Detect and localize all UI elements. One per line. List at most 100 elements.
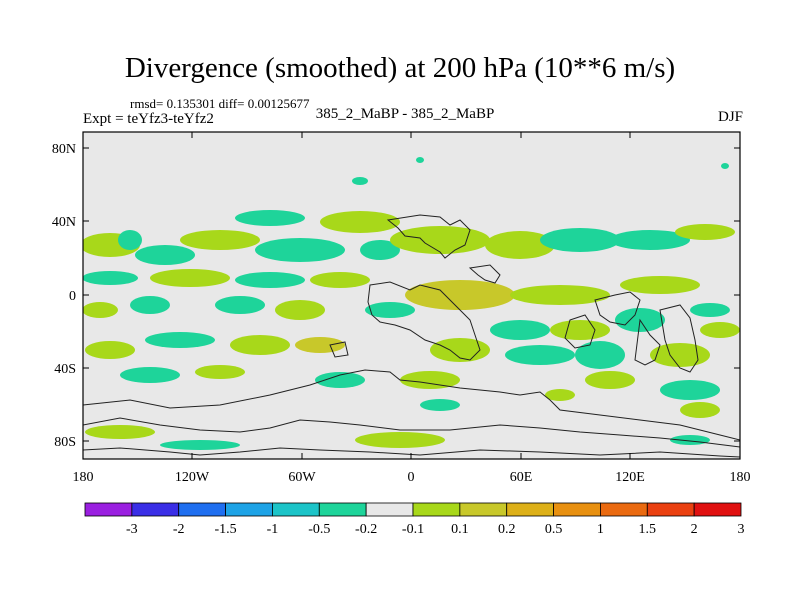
colorbar-label: 3 (738, 522, 745, 537)
y-axis-ticks (83, 147, 740, 442)
map-title: Divergence (smoothed) at 200 hPa (10**6 … (124, 52, 676, 84)
x-axis-labels: 180 120W 60W 0 60E 120E 180 (73, 470, 751, 485)
field-patch (610, 230, 690, 250)
field-patch (490, 320, 550, 340)
field-patch (85, 425, 155, 439)
field-patch (675, 224, 735, 240)
field-patch (355, 432, 445, 448)
field-patch (230, 335, 290, 355)
y-tick-label: 0 (69, 289, 76, 304)
field-patch (160, 440, 240, 450)
field-patch (405, 280, 515, 310)
field-patch (505, 345, 575, 365)
field-patch (83, 271, 138, 285)
colorbar-label: -0.1 (402, 522, 424, 537)
field-patch (360, 240, 400, 260)
field-patch (416, 157, 424, 163)
colorbar-box (178, 502, 226, 517)
field-patches (83, 157, 740, 450)
field-patch (430, 338, 490, 362)
colorbar-box (365, 502, 414, 517)
colorbar-box (553, 502, 601, 517)
colorbar-box (84, 502, 133, 517)
coastlines (83, 214, 740, 458)
field-patch (275, 300, 325, 320)
field-patch (310, 272, 370, 288)
field-patch (545, 389, 575, 401)
field-patch (660, 380, 720, 400)
field-patch (585, 371, 635, 389)
colorbar-box (693, 502, 742, 517)
colorbar-label: -0.2 (355, 522, 377, 537)
field-patch (510, 285, 610, 305)
colorbar-box (600, 502, 648, 517)
field-patch (575, 341, 625, 369)
colorbar-box (506, 502, 554, 517)
x-tick-label: 180 (730, 470, 751, 485)
field-patch (145, 332, 215, 348)
field-patch (130, 296, 170, 314)
colorbar-box (318, 502, 367, 517)
colorbar-box (646, 502, 695, 517)
field-patch (721, 163, 729, 169)
experiment-id: Expt = teYfz3-teYfz2 (83, 111, 214, 127)
colorbar-label: -1 (267, 522, 279, 537)
colorbar-label: 0.1 (451, 522, 469, 537)
field-patch (620, 276, 700, 294)
x-tick-label: 120E (615, 470, 645, 485)
field-patch (315, 372, 365, 388)
colorbar-box (131, 502, 180, 517)
field-patch (390, 226, 490, 254)
colorbar-label: 2 (691, 522, 698, 537)
field-patch (235, 272, 305, 288)
field-patch (85, 341, 135, 359)
field-patch (352, 177, 368, 185)
field-patch (135, 245, 195, 265)
x-tick-label: 0 (408, 470, 415, 485)
field-patch (120, 367, 180, 383)
field-patch (420, 399, 460, 411)
field-patch (540, 228, 620, 252)
colorbar-label: 0.5 (545, 522, 563, 537)
experiment-name: 385_2_MaBP - 385_2_MaBP (315, 106, 495, 122)
field-patch (650, 343, 710, 367)
field-patch (255, 238, 345, 262)
x-axis-ticks (82, 132, 741, 459)
field-patch (365, 302, 415, 318)
season-label: DJF (717, 109, 743, 125)
colorbar-label: -2 (173, 522, 185, 537)
field-patch (180, 230, 260, 250)
field-patch (83, 302, 118, 318)
field-patch (680, 402, 720, 418)
colorbar-label: -0.5 (308, 522, 330, 537)
colorbar-box (412, 502, 461, 517)
y-tick-label: 40N (52, 215, 76, 230)
colorbar-labels: -3 -2 -1.5 -1 -0.5 -0.2 -0.1 0.1 0.2 0.5 1 1.5 2 3 (126, 522, 744, 537)
colorbar-label: 1 (597, 522, 604, 537)
colorbar (84, 502, 742, 517)
colorbar-label: -1.5 (214, 522, 236, 537)
field-patch (118, 230, 142, 250)
colorbar-label: -3 (126, 522, 138, 537)
y-tick-label: 40S (54, 362, 76, 377)
field-patch (150, 269, 230, 287)
colorbar-box (225, 502, 273, 517)
field-patch (690, 303, 730, 317)
field-patch (700, 322, 740, 338)
y-tick-label: 80N (52, 142, 76, 157)
field-patch (400, 371, 460, 389)
colorbar-box (272, 502, 320, 517)
field-patch (235, 210, 305, 226)
colorbar-box (459, 502, 508, 517)
field-patch (215, 296, 265, 314)
x-tick-label: 60E (510, 470, 533, 485)
field-patch (485, 231, 555, 259)
y-axis-labels: 80N 40N 0 40S 80S (52, 142, 76, 450)
stats-text: rmsd= 0.135301 diff= 0.00125677 (130, 96, 310, 111)
y-tick-label: 80S (54, 435, 76, 450)
field-patch (320, 211, 400, 233)
x-tick-label: 120W (175, 470, 210, 485)
colorbar-label: 0.2 (498, 522, 516, 537)
field-patch (295, 337, 345, 353)
